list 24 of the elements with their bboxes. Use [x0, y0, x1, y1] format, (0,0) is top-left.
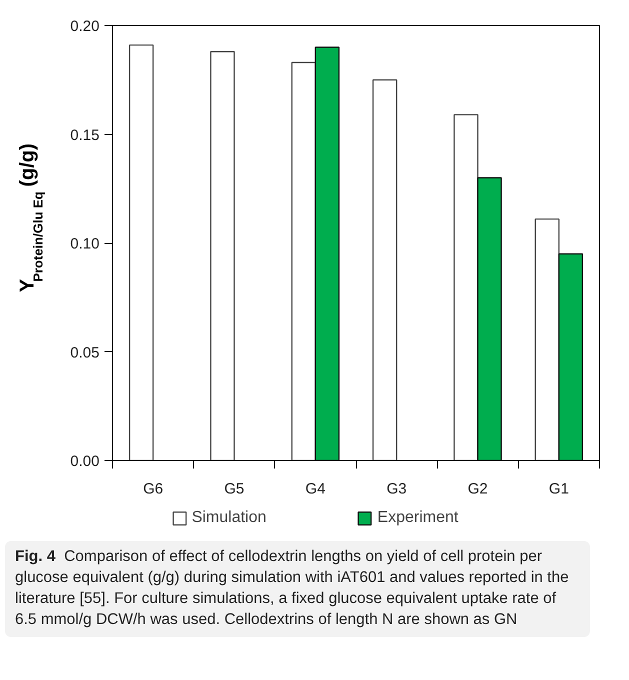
bar: [534, 218, 560, 460]
y-axis-title: YProtein/Glu Eq (g/g): [16, 143, 46, 292]
y-tick-label: 0.00: [70, 453, 100, 470]
y-tick-label: 0.05: [70, 344, 100, 362]
bar: [372, 79, 398, 460]
bar: [128, 44, 154, 460]
x-tick-label: G1: [548, 480, 569, 498]
bar: [314, 46, 340, 460]
bar: [558, 253, 584, 460]
legend-label: Experiment: [377, 509, 458, 527]
bar: [291, 62, 316, 460]
bar: [210, 51, 235, 460]
bar: [454, 114, 478, 460]
y-tick-label: 0.15: [70, 126, 100, 144]
x-tick-label: G5: [224, 480, 244, 498]
x-tick-label: G4: [305, 480, 326, 498]
x-tick-label: G2: [468, 480, 488, 498]
legend-label: Simulation: [192, 509, 266, 527]
x-tick-label: G3: [386, 480, 407, 498]
y-tick-label: 0.20: [70, 18, 100, 35]
caption: Fig. 4: [15, 548, 56, 565]
bar: [477, 177, 502, 460]
y-tick-label: 0.10: [70, 236, 100, 252]
x-tick-label: G6: [143, 480, 164, 498]
